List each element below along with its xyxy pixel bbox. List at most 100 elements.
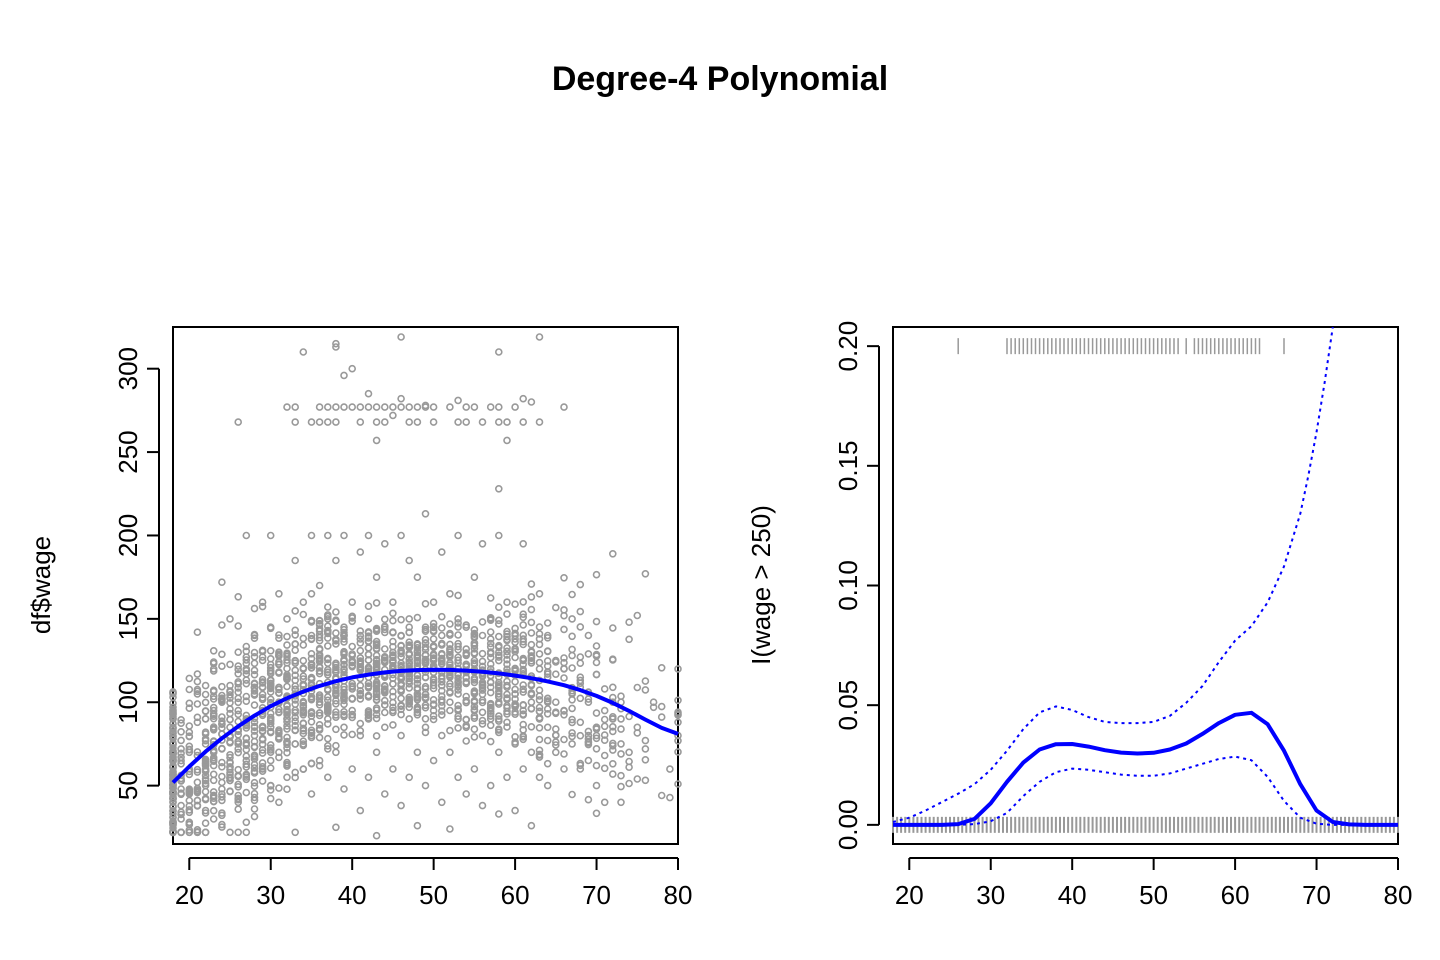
scatter-point (592, 734, 601, 743)
scatter-point (462, 737, 471, 745)
scatter-point (446, 706, 454, 715)
scatter-point (560, 403, 568, 411)
scatter-point (421, 627, 430, 636)
scatter-point (266, 667, 275, 676)
scatter-point (266, 688, 275, 696)
scatter-point (250, 634, 259, 643)
scatter-point (266, 794, 275, 803)
scatter-point (470, 733, 479, 741)
scatter-point (641, 569, 650, 578)
scatter-point (462, 403, 471, 411)
scatter-point (250, 718, 259, 727)
scatter-point (348, 713, 357, 722)
scatter-point (340, 638, 348, 646)
scatter-point (568, 689, 576, 697)
scatter-point (486, 635, 495, 643)
scatter-point (250, 604, 259, 613)
scatter-point (266, 531, 275, 540)
scatter-point (437, 674, 446, 683)
scatter-point (568, 695, 576, 704)
scatter-point (592, 650, 601, 659)
scatter-point (527, 748, 536, 757)
scatter-point (177, 759, 185, 768)
scatter-point (258, 759, 267, 767)
scatter-point (177, 719, 185, 728)
scatter-point (372, 436, 381, 445)
scatter-point (234, 737, 242, 746)
scatter-point (250, 687, 259, 695)
scatter-point (519, 640, 528, 649)
right-x-tick-label: 30 (976, 880, 1005, 910)
scatter-point (315, 667, 324, 675)
scatter-point (283, 748, 291, 757)
scatter-point (560, 606, 568, 614)
scatter-point (372, 748, 381, 757)
scatter-point (372, 641, 381, 650)
scatter-point (218, 823, 226, 831)
scatter-point (291, 676, 300, 685)
scatter-point (275, 650, 283, 658)
scatter-point (560, 735, 568, 744)
figure-title: Degree-4 Polynomial (552, 60, 888, 98)
scatter-point (209, 776, 218, 785)
scatter-point (218, 713, 226, 721)
scatter-point (527, 704, 536, 713)
scatter-point (617, 771, 625, 780)
scatter-point (299, 598, 308, 607)
scatter-point (413, 613, 422, 622)
scatter-point (397, 646, 405, 655)
scatter-point (218, 578, 226, 587)
scatter-point (291, 685, 300, 694)
scatter-point (185, 722, 194, 730)
right-x-tick-label: 50 (1139, 880, 1168, 910)
confidence-band-line (893, 755, 1398, 826)
scatter-point (413, 651, 422, 659)
scatter-point (234, 805, 242, 814)
scatter-point (454, 623, 462, 631)
scatter-point (421, 655, 430, 664)
scatter-point (193, 748, 202, 756)
scatter-point (470, 689, 479, 698)
scatter-point (364, 389, 373, 398)
scatter-point (527, 593, 536, 601)
scatter-point (413, 705, 422, 714)
scatter-point (250, 793, 259, 802)
scatter-point (478, 708, 487, 717)
scatter-point (617, 740, 625, 748)
scatter-point (429, 654, 438, 662)
scatter-point (250, 670, 259, 679)
scatter-point (413, 671, 422, 680)
scatter-point (584, 695, 593, 703)
scatter-point (405, 773, 414, 782)
scatter-point (413, 643, 422, 652)
scatter-point (242, 531, 251, 540)
scatter-point (372, 681, 381, 689)
scatter-point (389, 698, 397, 707)
scatter-point (437, 677, 446, 686)
scatter-point (185, 742, 194, 751)
scatter-point (242, 653, 251, 661)
scatter-point (242, 752, 251, 761)
scatter-point (169, 772, 177, 781)
scatter-point (185, 732, 194, 741)
scatter-point (437, 707, 446, 715)
scatter-point (494, 715, 503, 723)
scatter-point (617, 782, 625, 791)
scatter-point (332, 617, 340, 626)
right-fit-lines (892, 326, 1398, 827)
scatter-point (258, 690, 267, 699)
scatter-point (169, 798, 177, 806)
scatter-point (307, 717, 316, 726)
scatter-point (177, 727, 185, 736)
scatter-point (535, 735, 544, 744)
scatter-point (437, 654, 446, 663)
scatter-point (340, 403, 348, 411)
scatter-point (201, 819, 210, 828)
scatter-point (275, 589, 283, 598)
scatter-point (608, 727, 617, 736)
scatter-point (258, 777, 267, 785)
scatter-point (494, 725, 503, 734)
scatter-point (266, 728, 275, 737)
scatter-point (201, 714, 210, 723)
scatter-point (446, 689, 454, 697)
